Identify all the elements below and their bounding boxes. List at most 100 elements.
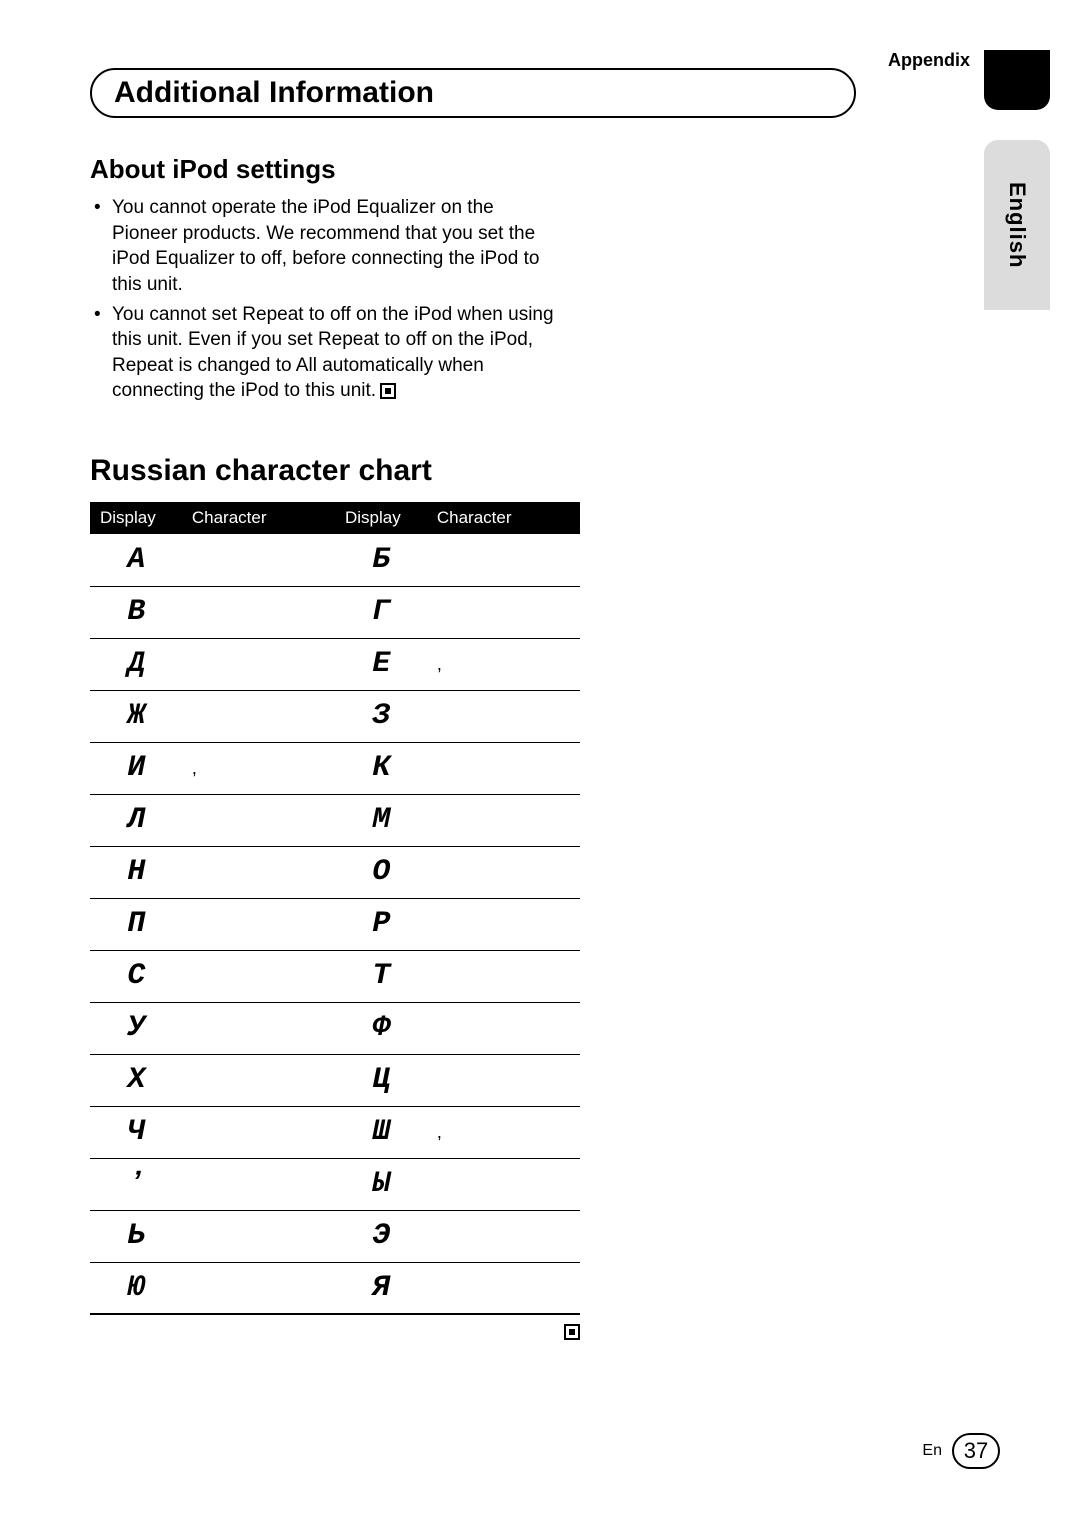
character-value <box>427 1210 580 1262</box>
display-glyph: Р <box>335 898 427 950</box>
language-tab: English <box>984 140 1050 310</box>
display-glyph: Ы <box>335 1158 427 1210</box>
character-value <box>182 1158 335 1210</box>
table-row: НО <box>90 846 580 898</box>
character-value <box>427 950 580 1002</box>
display-glyph: Л <box>90 794 182 846</box>
character-value: , <box>427 638 580 690</box>
character-value <box>182 690 335 742</box>
display-glyph: ʼ <box>90 1158 182 1210</box>
display-glyph: Я <box>335 1262 427 1314</box>
character-value <box>427 794 580 846</box>
display-glyph: Ю <box>90 1262 182 1314</box>
display-glyph: Н <box>90 846 182 898</box>
character-value <box>182 846 335 898</box>
footer-lang: En <box>922 1442 942 1460</box>
table-row: АБ <box>90 534 580 586</box>
end-mark-icon <box>380 383 396 399</box>
character-value <box>427 1054 580 1106</box>
display-glyph: В <box>90 586 182 638</box>
col-character-2: Character <box>427 502 580 534</box>
character-value <box>182 1106 335 1158</box>
display-glyph: Т <box>335 950 427 1002</box>
page: Appendix English Additional Information … <box>0 0 1080 1529</box>
about-bullet-1: You cannot operate the iPod Equalizer on… <box>90 195 560 298</box>
footer-page-number: 37 <box>952 1433 1000 1469</box>
table-row: СТ <box>90 950 580 1002</box>
table-row: ʼЫ <box>90 1158 580 1210</box>
display-glyph: Ж <box>90 690 182 742</box>
character-value <box>427 534 580 586</box>
table-body: АБВГДЕ,ЖЗИ,КЛМНОПРСТУФХЦЧШ,ʼЫЬЭЮЯ <box>90 534 580 1314</box>
about-bullet-2: You cannot set Repeat to off on the iPod… <box>90 302 560 405</box>
table-row: ЛМ <box>90 794 580 846</box>
character-value <box>427 846 580 898</box>
character-value <box>182 794 335 846</box>
character-value <box>427 690 580 742</box>
character-value <box>182 586 335 638</box>
display-glyph: Ц <box>335 1054 427 1106</box>
display-glyph: Г <box>335 586 427 638</box>
section-header-wrap: Additional Information <box>90 68 1010 118</box>
character-value <box>182 638 335 690</box>
display-glyph: Ч <box>90 1106 182 1158</box>
character-value <box>427 586 580 638</box>
character-value <box>182 1002 335 1054</box>
character-value <box>182 950 335 1002</box>
russian-chart-heading: Russian character chart <box>90 454 1010 488</box>
language-tab-text: English <box>1004 182 1030 268</box>
table-row: И,К <box>90 742 580 794</box>
display-glyph: З <box>335 690 427 742</box>
table-row: Ч Ш, <box>90 1106 580 1158</box>
display-glyph: Б <box>335 534 427 586</box>
table-row: ЮЯ <box>90 1262 580 1314</box>
corner-black-tab <box>984 50 1050 110</box>
display-glyph: Ш <box>335 1106 427 1158</box>
table-row: ХЦ <box>90 1054 580 1106</box>
table-header-row: Display Character Display Character <box>90 502 580 534</box>
appendix-label: Appendix <box>888 50 970 71</box>
table-row: ПР <box>90 898 580 950</box>
table-row: Д Е, <box>90 638 580 690</box>
display-glyph: Х <box>90 1054 182 1106</box>
character-value <box>427 1002 580 1054</box>
character-value <box>427 742 580 794</box>
page-footer: En 37 <box>922 1433 1000 1469</box>
display-glyph: Е <box>335 638 427 690</box>
character-value: , <box>427 1106 580 1158</box>
display-glyph: С <box>90 950 182 1002</box>
character-value <box>427 898 580 950</box>
table-end-mark-wrap <box>90 1323 580 1341</box>
col-display-1: Display <box>90 502 182 534</box>
about-bullet-2-text: You cannot set Repeat to off on the iPod… <box>112 304 554 402</box>
display-glyph: П <box>90 898 182 950</box>
character-value <box>182 1210 335 1262</box>
display-glyph: М <box>335 794 427 846</box>
character-value <box>182 898 335 950</box>
about-ipod-heading: About iPod settings <box>90 154 1010 185</box>
display-glyph: У <box>90 1002 182 1054</box>
table-row: УФ <box>90 1002 580 1054</box>
display-glyph: К <box>335 742 427 794</box>
col-character-1: Character <box>182 502 335 534</box>
display-glyph: Э <box>335 1210 427 1262</box>
table-row: ЬЭ <box>90 1210 580 1262</box>
col-display-2: Display <box>335 502 427 534</box>
table-row: ВГ <box>90 586 580 638</box>
character-value <box>427 1262 580 1314</box>
character-value <box>182 1054 335 1106</box>
character-value <box>182 534 335 586</box>
display-glyph: И <box>90 742 182 794</box>
section-header: Additional Information <box>90 68 856 118</box>
character-value: , <box>182 742 335 794</box>
display-glyph: О <box>335 846 427 898</box>
display-glyph: А <box>90 534 182 586</box>
end-mark-icon <box>564 1324 580 1340</box>
display-glyph: Ф <box>335 1002 427 1054</box>
display-glyph: Д <box>90 638 182 690</box>
character-value <box>182 1262 335 1314</box>
about-bullet-1-text: You cannot operate the iPod Equalizer on… <box>112 197 539 295</box>
character-value <box>427 1158 580 1210</box>
display-glyph: Ь <box>90 1210 182 1262</box>
table-row: ЖЗ <box>90 690 580 742</box>
